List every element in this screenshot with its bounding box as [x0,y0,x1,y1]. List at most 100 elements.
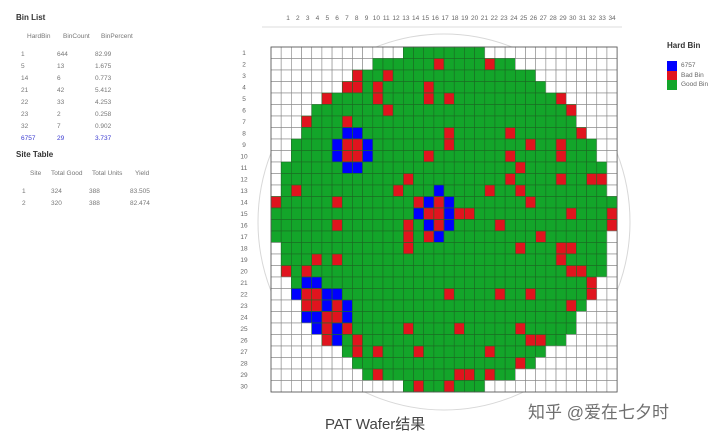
die-good [372,58,384,71]
die-good [504,196,516,209]
column-label: 11 [383,15,390,22]
die-good [565,138,577,151]
die-good [525,357,536,370]
empty-cell [280,58,292,71]
die-bad [606,207,618,220]
empty-cell [372,46,384,59]
empty-cell [596,368,608,381]
die-good [494,69,506,82]
die-good [311,184,323,197]
die-good [392,242,404,255]
die-good [453,230,465,243]
die-good [515,196,526,209]
die-good [352,207,363,220]
row-label: 18 [240,246,248,253]
die-bad [321,92,333,105]
die-6757 [341,161,353,174]
die-good [423,299,435,312]
site-table-header: Total Units [92,170,123,177]
die-good [362,230,374,243]
die-good [443,150,455,163]
empty-cell [535,380,547,393]
die-good [504,138,516,151]
empty-cell [301,58,313,71]
die-good [565,230,577,243]
die-good [341,334,353,347]
empty-cell [576,46,587,59]
die-good [331,127,343,140]
empty-cell [270,299,282,312]
die-good [504,265,516,278]
die-good [494,150,506,163]
die-good [464,196,475,209]
column-label: 20 [471,15,479,22]
die-good [311,173,323,186]
die-bad [403,219,414,232]
die-good [331,104,343,117]
row-label: 19 [240,257,248,264]
die-good [341,345,353,358]
die-good [382,242,394,255]
empty-cell [565,58,577,71]
empty-cell [565,357,577,370]
die-good [372,265,384,278]
die-good [453,196,465,209]
die-good [484,230,496,243]
die-good [280,161,292,174]
die-good [291,150,302,163]
die-good [321,173,333,186]
empty-cell [606,104,618,117]
die-bad [413,196,424,209]
empty-cell [606,173,618,186]
empty-cell [270,368,282,381]
die-good [443,311,455,324]
empty-cell [270,357,282,370]
empty-cell [311,357,323,370]
die-good [362,81,374,94]
die-good [515,115,526,128]
die-good [311,127,323,140]
die-good [545,334,557,347]
column-label: 25 [520,15,528,22]
die-good [453,265,465,278]
die-good [433,92,445,105]
die-good [382,299,394,312]
empty-cell [280,357,292,370]
column-label: 32 [589,15,597,22]
column-label: 27 [540,15,548,22]
legend-label: Bad Bin [681,71,704,79]
empty-cell [606,253,618,266]
die-good [403,368,414,381]
die-good [392,299,404,312]
empty-cell [586,115,598,128]
die-good [565,288,577,301]
die-good [331,276,343,289]
die-good [413,184,424,197]
empty-cell [280,380,292,393]
die-good [301,127,313,140]
die-good [453,380,465,393]
empty-cell [606,357,618,370]
die-bad [403,322,414,335]
column-label: 34 [608,15,616,22]
die-good [362,265,374,278]
die-good [321,196,333,209]
column-label: 7 [345,15,349,22]
die-good [291,219,302,232]
die-good [474,161,486,174]
die-good [291,196,302,209]
die-good [484,357,496,370]
die-bad [352,138,363,151]
die-good [392,161,404,174]
row-label: 26 [240,338,248,345]
die-bad [352,81,363,94]
die-good [525,265,536,278]
die-good [403,299,414,312]
empty-cell [586,127,598,140]
die-good [372,184,384,197]
die-good [443,345,455,358]
die-good [474,58,486,71]
empty-cell [331,380,343,393]
die-good [413,288,424,301]
die-good [382,219,394,232]
